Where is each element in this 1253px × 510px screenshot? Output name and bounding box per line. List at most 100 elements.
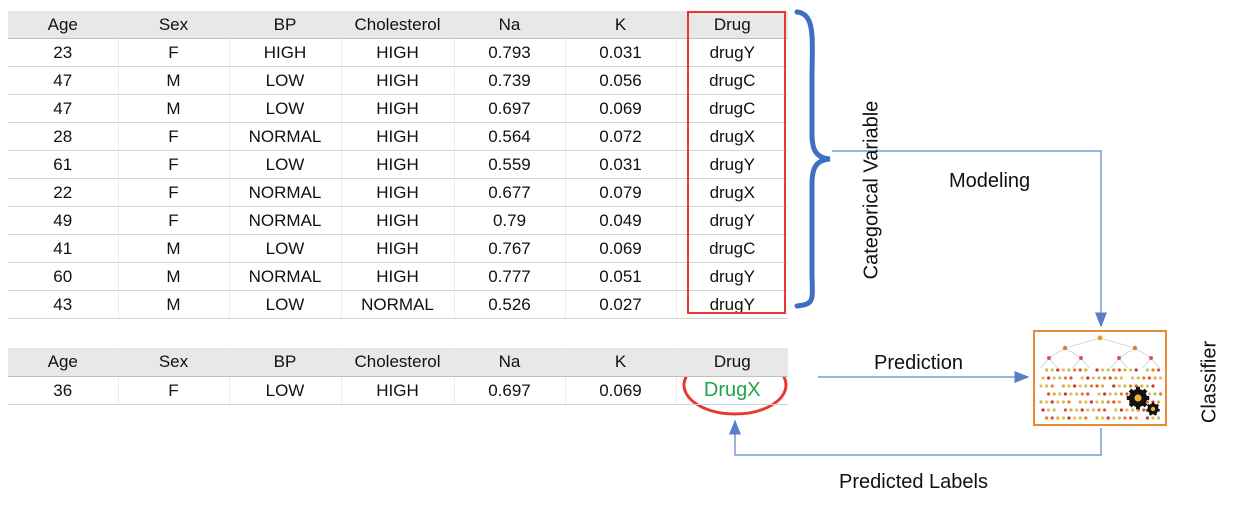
header-sex: Sex [118, 348, 230, 377]
header-k: K [565, 348, 677, 377]
cell-drug: drugX [676, 122, 788, 151]
cell-drug: drugY [676, 290, 788, 319]
cell-sex: M [118, 290, 230, 319]
cell-drug: drugY [676, 262, 788, 291]
cell-na: 0.739 [454, 66, 566, 95]
header-bp: BP [229, 11, 342, 39]
cell-age: 61 [8, 150, 119, 179]
cell-age: 43 [8, 290, 119, 319]
cell-sex: F [118, 122, 230, 151]
cell-sex: M [118, 234, 230, 263]
cell-bp: LOW [229, 66, 342, 95]
cell-sex: F [118, 376, 230, 405]
cell-cholesterol: HIGH [341, 234, 455, 263]
cell-k: 0.069 [565, 376, 677, 405]
header-drug: Drug [676, 348, 788, 377]
table-row: 41 M LOW HIGH 0.767 0.069 drugC [8, 234, 788, 263]
cell-age: 49 [8, 206, 119, 235]
cell-age: 60 [8, 262, 119, 291]
cell-sex: M [118, 94, 230, 123]
cell-cholesterol: NORMAL [341, 290, 455, 319]
drug-column-highlight [687, 11, 786, 314]
modeling-arrow [832, 150, 1107, 328]
predicted-drug: DrugX [676, 376, 788, 405]
cell-cholesterol: HIGH [341, 94, 455, 123]
cell-na: 0.697 [454, 94, 566, 123]
cell-na: 0.793 [454, 38, 566, 67]
cell-na: 0.526 [454, 290, 566, 319]
cell-sex: F [118, 38, 230, 67]
cell-age: 47 [8, 66, 119, 95]
cell-age: 23 [8, 38, 119, 67]
table-row: 22 F NORMAL HIGH 0.677 0.079 drugX [8, 178, 788, 207]
table-row: 60 M NORMAL HIGH 0.777 0.051 drugY [8, 262, 788, 291]
cell-na: 0.767 [454, 234, 566, 263]
cell-na: 0.79 [454, 206, 566, 235]
cell-drug: drugC [676, 66, 788, 95]
classifier-box [1033, 330, 1167, 426]
cell-sex: F [118, 178, 230, 207]
test-row: 36 F LOW HIGH 0.697 0.069 DrugX [8, 376, 788, 405]
cell-bp: LOW [229, 150, 342, 179]
cell-sex: M [118, 66, 230, 95]
cell-sex: M [118, 262, 230, 291]
table-row: 61 F LOW HIGH 0.559 0.031 drugY [8, 150, 788, 179]
categorical-variable-label: Categorical Variable [860, 100, 883, 280]
cell-age: 41 [8, 234, 119, 263]
cell-drug: drugC [676, 94, 788, 123]
cell-cholesterol: HIGH [341, 122, 455, 151]
table-row: 23 F HIGH HIGH 0.793 0.031 drugY [8, 38, 788, 67]
cell-na: 0.697 [454, 376, 566, 405]
cell-cholesterol: HIGH [341, 178, 455, 207]
header-sex: Sex [118, 11, 230, 39]
cell-bp: NORMAL [229, 122, 342, 151]
test-table: Age Sex BP Cholesterol Na K Drug 36 F LO… [8, 348, 788, 405]
predicted-labels-label: Predicted Labels [839, 471, 988, 493]
test-table-header: Age Sex BP Cholesterol Na K Drug [8, 348, 788, 377]
cell-k: 0.069 [565, 94, 677, 123]
table-row: 47 M LOW HIGH 0.739 0.056 drugC [8, 66, 788, 95]
table-row: 47 M LOW HIGH 0.697 0.069 drugC [8, 94, 788, 123]
header-drug: Drug [676, 11, 788, 39]
cell-sex: F [118, 206, 230, 235]
cell-drug: drugC [676, 234, 788, 263]
header-age: Age [8, 348, 119, 377]
cell-na: 0.677 [454, 178, 566, 207]
classifier-label: Classifier [1198, 340, 1221, 424]
cell-cholesterol: HIGH [341, 376, 455, 405]
header-na: Na [454, 348, 566, 377]
cell-k: 0.051 [565, 262, 677, 291]
prediction-label: Prediction [874, 352, 963, 374]
cell-cholesterol: HIGH [341, 38, 455, 67]
gears-icon [1126, 386, 1150, 410]
table-row: 28 F NORMAL HIGH 0.564 0.072 drugX [8, 122, 788, 151]
table-row: 43 M LOW NORMAL 0.526 0.027 drugY [8, 290, 788, 319]
cell-bp: NORMAL [229, 262, 342, 291]
cell-cholesterol: HIGH [341, 262, 455, 291]
curly-brace-icon [794, 9, 831, 309]
cell-bp: LOW [229, 234, 342, 263]
cell-age: 36 [8, 376, 119, 405]
cell-bp: NORMAL [229, 178, 342, 207]
cell-k: 0.072 [565, 122, 677, 151]
table-row: 49 F NORMAL HIGH 0.79 0.049 drugY [8, 206, 788, 235]
cell-k: 0.056 [565, 66, 677, 95]
predicted-labels-arrow [729, 419, 1102, 456]
cell-k: 0.027 [565, 290, 677, 319]
header-age: Age [8, 11, 119, 39]
cell-drug: drugX [676, 178, 788, 207]
decision-tree-icon [1039, 335, 1163, 420]
cell-na: 0.564 [454, 122, 566, 151]
header-bp: BP [229, 348, 342, 377]
cell-age: 28 [8, 122, 119, 151]
cell-bp: LOW [229, 94, 342, 123]
cell-drug: drugY [676, 38, 788, 67]
cell-na: 0.777 [454, 262, 566, 291]
cell-age: 47 [8, 94, 119, 123]
cell-drug: drugY [676, 150, 788, 179]
cell-bp: NORMAL [229, 206, 342, 235]
cell-k: 0.031 [565, 38, 677, 67]
modeling-label: Modeling [949, 170, 1031, 192]
cell-k: 0.031 [565, 150, 677, 179]
cell-bp: HIGH [229, 38, 342, 67]
